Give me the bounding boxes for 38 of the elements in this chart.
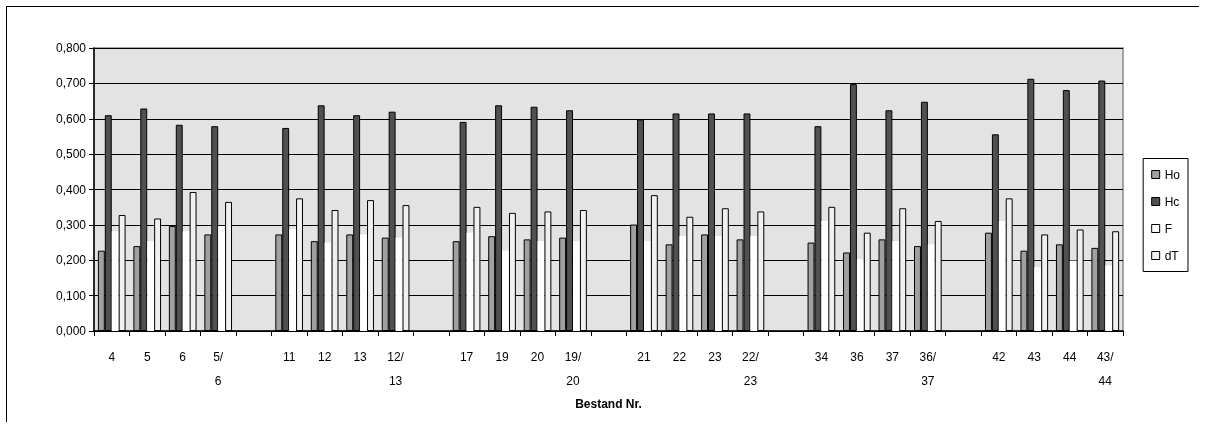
y-tick-label: 0,600 — [55, 111, 87, 126]
x-tick-label: 19 — [495, 350, 510, 364]
x-tick-label: 43/44 — [1096, 350, 1115, 388]
x-tick-label: 5/6 — [213, 350, 224, 388]
x-tick-label: 44 — [1063, 350, 1077, 364]
x-tick-label: 37 — [885, 350, 900, 364]
y-tick-label: 0,200 — [55, 253, 87, 268]
x-tick-label: 22/23 — [742, 350, 760, 388]
y-tick-label: 0,100 — [55, 288, 87, 303]
x-tick-label: 6 — [179, 350, 187, 364]
x-tick-label: 36/37 — [919, 350, 937, 388]
x-tick-label: 42 — [992, 350, 1006, 364]
legend-label: Ho — [1164, 167, 1181, 182]
legend-label: F — [1164, 221, 1172, 236]
y-tick-label: 0,800 — [55, 41, 87, 55]
y-tick-label: 0,000 — [55, 324, 87, 338]
x-tick-label: 23 — [708, 350, 722, 364]
x-tick-label: 17 — [459, 350, 474, 364]
x-tick-label: 12 — [317, 350, 332, 364]
x-tick-label: 22 — [672, 350, 687, 364]
x-tick-label: 12/13 — [387, 350, 405, 388]
x-tick-label: 43 — [1027, 350, 1042, 364]
x-tick-label: 34 — [814, 350, 829, 364]
x-tick-label: 13 — [353, 350, 368, 364]
x-tick-label: 21 — [637, 350, 651, 364]
x-tick-label: 36 — [850, 350, 864, 364]
y-tick-label: 0,500 — [55, 147, 87, 162]
x-tick-label: 4 — [108, 350, 116, 364]
x-tick-label: 20 — [530, 350, 545, 364]
x-tick-label: 5 — [143, 350, 151, 364]
y-tick-label: 0,700 — [55, 76, 87, 91]
legend-label: Hc — [1164, 194, 1180, 209]
y-tick-label: 0,300 — [55, 217, 87, 232]
x-tick-label: 19/20 — [564, 350, 583, 388]
x-tick-label: 11 — [282, 350, 296, 364]
x-axis-title: Bestand Nr. — [575, 396, 642, 411]
y-tick-label: 0,400 — [55, 182, 87, 197]
legend-label: dT — [1164, 248, 1180, 263]
